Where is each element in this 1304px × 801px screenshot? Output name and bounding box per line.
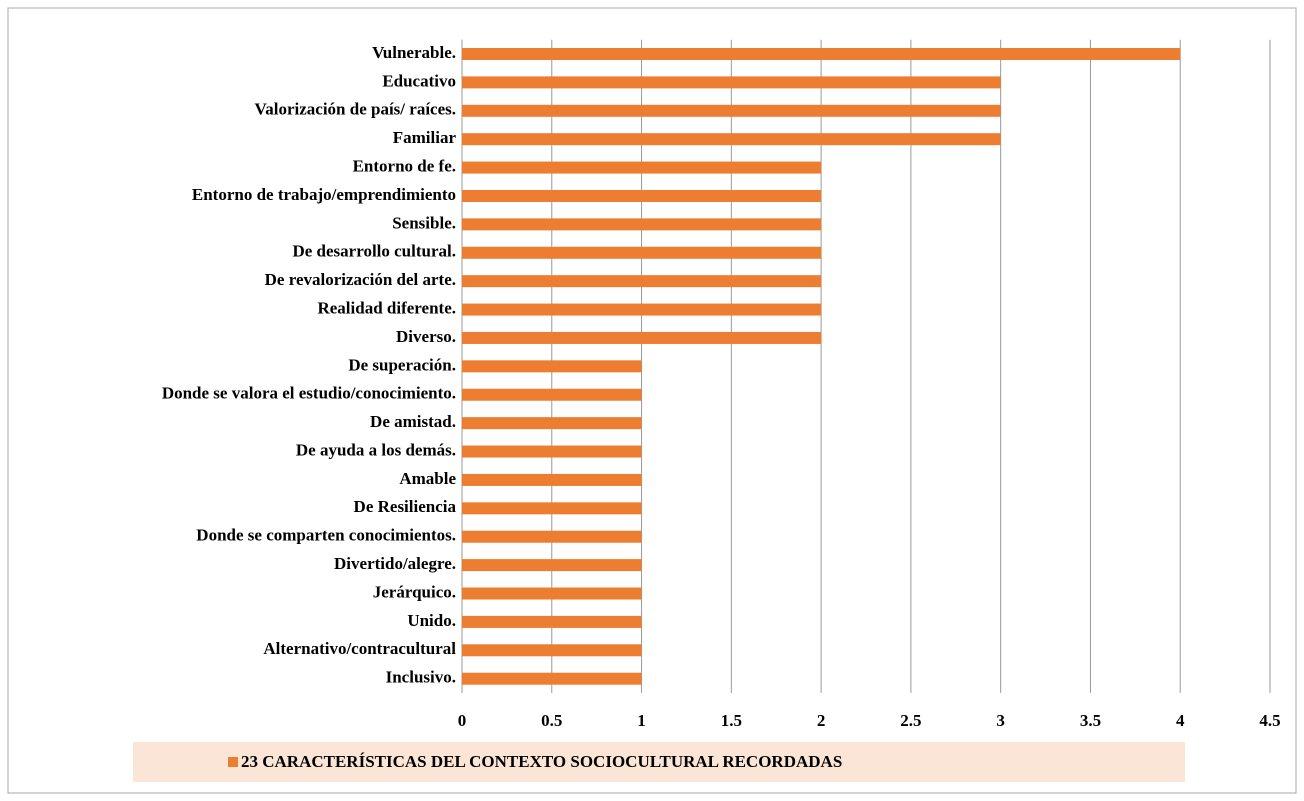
y-tick-label: Unido. (407, 611, 456, 630)
x-tick-label: 2 (817, 711, 826, 730)
y-tick-label: Entorno de trabajo/emprendimiento (192, 185, 456, 204)
y-tick-label: De revalorización del arte. (265, 270, 456, 289)
y-tick-label: De Resiliencia (354, 497, 457, 516)
y-tick-label: De ayuda a los demás. (296, 440, 456, 459)
bar (462, 189, 822, 202)
y-tick-label: De amistad. (370, 412, 456, 431)
y-tick-label: Diverso. (396, 327, 456, 346)
y-tick-label: Sensible. (392, 213, 456, 232)
bar (462, 502, 642, 515)
y-tick-label: Donde se comparten conocimientos. (196, 526, 456, 545)
bar (462, 587, 642, 600)
bar (462, 133, 1001, 146)
legend-label: 23 CARACTERÍSTICAS DEL CONTEXTO SOCIOCUL… (241, 752, 842, 771)
bar (462, 76, 1001, 89)
x-tick-label: 1 (637, 711, 646, 730)
y-tick-label: Educativo (382, 71, 456, 90)
bar (462, 530, 642, 543)
y-tick-label: Amable (399, 469, 456, 488)
bar (462, 644, 642, 657)
bar (462, 473, 642, 486)
bar (462, 303, 822, 316)
x-tick-label: 4 (1176, 711, 1185, 730)
x-tick-label: 2.5 (900, 711, 921, 730)
bar (462, 47, 1181, 60)
bar (462, 161, 822, 174)
bar (462, 615, 642, 628)
legend-marker (228, 757, 238, 767)
bar (462, 388, 642, 401)
bar (462, 331, 822, 344)
x-tick-label: 0 (458, 711, 467, 730)
x-tick-label: 4.5 (1259, 711, 1280, 730)
x-tick-label: 1.5 (721, 711, 742, 730)
bar (462, 417, 642, 430)
y-tick-label: Donde se valora el estudio/conocimiento. (162, 384, 456, 403)
bar (462, 672, 642, 685)
y-tick-label: Alternativo/contracultural (263, 639, 456, 658)
y-tick-label: Divertido/alegre. (334, 554, 456, 573)
bar (462, 246, 822, 259)
bar (462, 275, 822, 288)
y-tick-label: De superación. (348, 355, 456, 374)
bar (462, 445, 642, 458)
x-tick-label: 3.5 (1080, 711, 1101, 730)
y-tick-label: Familiar (393, 128, 457, 147)
legend-box (133, 742, 1185, 782)
y-tick-label: Valorización de país/ raíces. (255, 100, 456, 119)
bar (462, 360, 642, 373)
y-tick-label: Realidad diferente. (317, 298, 456, 317)
y-tick-label: Vulnerable. (372, 43, 456, 62)
y-tick-label: De desarrollo cultural. (292, 242, 456, 261)
y-tick-label: Entorno de fe. (353, 156, 456, 175)
bar (462, 218, 822, 231)
bar (462, 104, 1001, 117)
y-tick-label: Jerárquico. (373, 582, 456, 601)
y-tick-label: Inclusivo. (386, 668, 456, 687)
x-tick-label: 0.5 (541, 711, 562, 730)
bar (462, 559, 642, 572)
x-tick-label: 3 (996, 711, 1005, 730)
